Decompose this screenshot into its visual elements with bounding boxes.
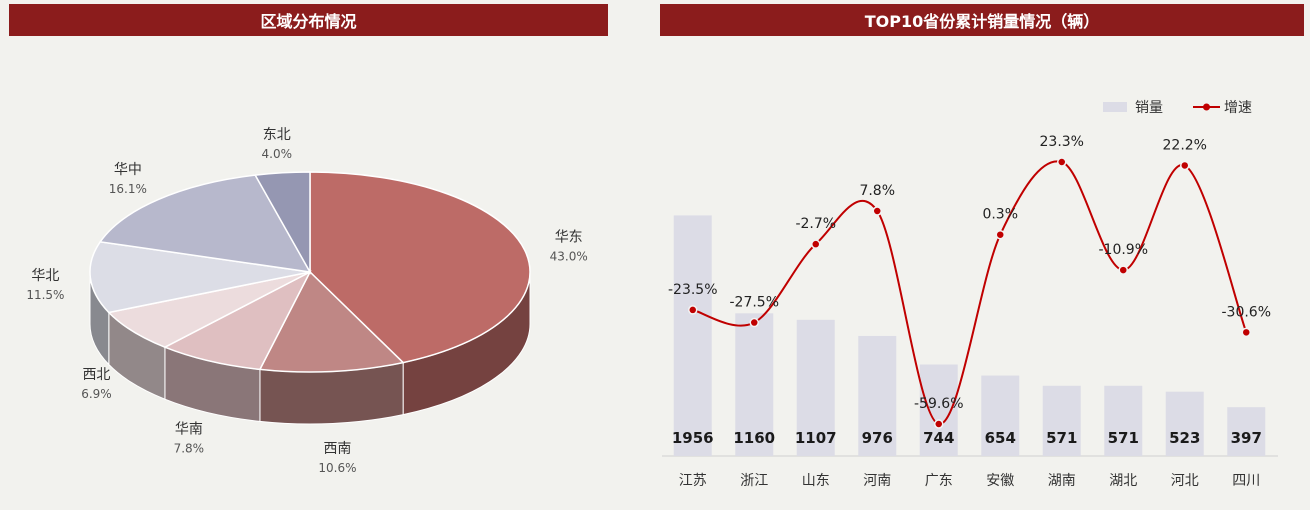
x-tick-label: 四川 <box>1232 473 1260 489</box>
pie-slice-华中 <box>98 174 312 273</box>
growth-label: -59.6% <box>914 396 964 412</box>
x-tick-label: 广东 <box>925 473 953 489</box>
bar-value-label: 1160 <box>733 429 775 447</box>
bar-value-label: 571 <box>1046 429 1077 447</box>
x-tick-label: 江苏 <box>679 473 707 489</box>
pie-label-percent: 43.0% <box>550 249 588 263</box>
growth-label: 22.2% <box>1163 137 1207 153</box>
bar-value-label: 397 <box>1231 429 1262 447</box>
bar-series <box>673 215 1266 456</box>
bar-value-label: 976 <box>862 429 893 447</box>
growth-label: 23.3% <box>1040 134 1084 150</box>
growth-label: -30.6% <box>1221 304 1271 320</box>
growth-marker <box>1118 265 1128 275</box>
pie-slice-西南 <box>258 270 405 373</box>
x-tick-label: 浙江 <box>740 473 768 489</box>
growth-marker <box>688 305 698 315</box>
pie-label-percent: 4.0% <box>262 147 293 161</box>
x-tick-label: 河南 <box>863 473 891 489</box>
pie-label-name: 东北 <box>263 127 291 143</box>
bar <box>1104 385 1143 456</box>
pie-label-name: 华中 <box>114 162 142 178</box>
bar <box>1042 385 1081 456</box>
bar <box>1227 407 1266 456</box>
pie-label-name: 西北 <box>82 367 110 383</box>
bar-value-labels: 1956 1160 1107 976 744 654 571 571 523 397 <box>672 429 1262 447</box>
growth-marker <box>995 229 1005 240</box>
legend-swatch-bar <box>1103 102 1127 112</box>
pie-slice-华东 <box>309 171 531 364</box>
growth-marker <box>872 206 882 216</box>
bar-value-label: 744 <box>923 429 954 447</box>
pie-label-name: 华东 <box>555 229 583 245</box>
x-tick-label: 湖北 <box>1109 473 1137 489</box>
growth-markers: -23.5% -27.5% -2.7% 7.8% -59.6% 0.3% 23.3% -10.… <box>668 134 1271 429</box>
bar <box>673 215 712 456</box>
bar <box>1165 391 1204 456</box>
pie-label-name: 华南 <box>175 422 203 438</box>
growth-marker <box>934 419 944 429</box>
x-tick-label: 河北 <box>1171 473 1199 489</box>
bar <box>981 375 1020 456</box>
pie-labels: 华东 43.0% 西南 10.6% 华南 7.8% 西北 6.9% 华北 11.5% 华中 16.1%… <box>26 127 587 475</box>
x-tick-label: 山东 <box>802 473 830 489</box>
pie-label-name: 华北 <box>31 268 59 284</box>
pie-label-percent: 11.5% <box>26 288 64 302</box>
bar-value-label: 1956 <box>672 429 714 447</box>
growth-line <box>692 160 1248 425</box>
pie-slice-东北 <box>254 171 311 275</box>
region-pie-chart: 华东 43.0% 西南 10.6% 华南 7.8% 西北 6.9% 华北 11.5% 华中 16.1%… <box>26 127 587 475</box>
growth-marker <box>1180 160 1190 171</box>
x-tick-labels: 江苏 浙江 山东 河南 广东 安徽 湖南 湖北 河北 四川 <box>679 473 1261 489</box>
pie-slice-华南 <box>163 270 312 371</box>
combo-panel-title: TOP10省份累计销量情况（辆） <box>660 4 1304 36</box>
pie-panel-title: 区域分布情况 <box>9 4 608 36</box>
growth-label: -10.9% <box>1098 242 1148 258</box>
pie-label-percent: 10.6% <box>318 461 356 475</box>
bar <box>858 335 897 456</box>
bar <box>919 364 958 456</box>
legend-marker-line <box>1203 103 1210 111</box>
pie-label-name: 西南 <box>323 441 351 457</box>
growth-marker <box>1241 327 1251 338</box>
growth-label: -23.5% <box>668 282 718 298</box>
pie-label-percent: 16.1% <box>109 182 147 196</box>
growth-label: 0.3% <box>982 207 1018 223</box>
growth-marker <box>1057 157 1067 167</box>
growth-label: -2.7% <box>795 216 836 232</box>
growth-marker <box>749 317 759 328</box>
x-tick-label: 湖南 <box>1048 473 1076 489</box>
legend-label-line: 增速 <box>1224 100 1252 116</box>
growth-label: 7.8% <box>859 183 895 199</box>
bar-value-label: 571 <box>1108 429 1139 447</box>
pie-label-percent: 7.8% <box>174 442 205 456</box>
bar-value-label: 654 <box>985 429 1016 447</box>
bar <box>735 313 774 456</box>
x-tick-label: 安徽 <box>986 473 1014 489</box>
growth-marker <box>811 239 821 249</box>
legend: 销量 增速 <box>1103 100 1252 116</box>
bar <box>796 319 835 456</box>
growth-label: -27.5% <box>729 295 779 311</box>
pie-slice-华北 <box>89 241 311 314</box>
pie-label-percent: 6.9% <box>81 387 112 401</box>
bar-value-label: 523 <box>1169 429 1200 447</box>
pie-top <box>89 171 531 373</box>
legend-label-bar: 销量 <box>1135 100 1163 116</box>
bar-value-label: 1107 <box>795 429 837 447</box>
